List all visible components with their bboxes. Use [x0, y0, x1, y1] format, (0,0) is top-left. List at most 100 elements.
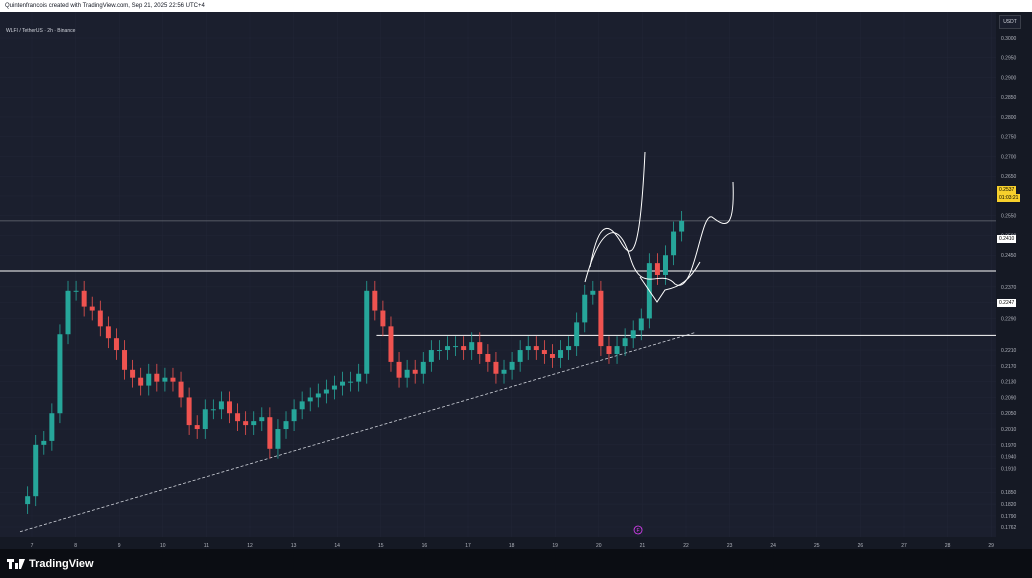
candle-body	[267, 417, 273, 449]
candle-body	[461, 346, 467, 351]
time-tick-label: 23	[727, 543, 733, 549]
price-tick-label: 0.2850	[1001, 95, 1017, 101]
price-tick-label: 0.1940	[1001, 455, 1017, 461]
time-tick-label: 7	[31, 543, 34, 549]
price-tick-label: 0.2550	[1001, 214, 1017, 220]
price-tick-label: 0.2090	[1001, 395, 1017, 401]
tradingview-logo-icon	[7, 558, 25, 569]
candle-body	[340, 381, 346, 386]
countdown-tag: 01:03:21	[997, 194, 1021, 202]
candle-body	[218, 401, 224, 410]
attribution-text: Quintenfrancois created with TradingView…	[5, 3, 205, 9]
attribution-bar: Quintenfrancois created with TradingView…	[0, 0, 1032, 12]
footer-bar: TradingView	[0, 549, 1032, 578]
time-axis[interactable]: 7 8 9 10 11 12 13 14 15 16 17 18 19 20 21 22 23 24 25 26 27 2…	[0, 537, 1032, 549]
time-tick-label: 20	[596, 543, 602, 549]
event-marker-label: F	[637, 528, 640, 534]
candle-body	[73, 290, 79, 292]
candle-body	[178, 381, 184, 398]
price-axis-labels: 0.3000 0.2950 0.2900 0.2850 0.2800 0.2750 0.27…	[1001, 36, 1017, 531]
price-tick-label: 0.1970	[1001, 443, 1017, 449]
candle-body	[170, 377, 176, 382]
current-price-tag: 0.2537	[997, 186, 1017, 194]
candle-body	[122, 350, 128, 370]
candle-body	[444, 346, 450, 351]
price-tick-label: 0.2700	[1001, 154, 1017, 160]
time-tick-label: 9	[118, 543, 121, 549]
candle-body	[380, 310, 386, 327]
candle-body	[598, 290, 604, 347]
price-tick-label: 0.2800	[1001, 115, 1017, 121]
price-tick-label: 0.3000	[1001, 36, 1017, 42]
time-tick-label: 12	[247, 543, 253, 549]
ascending-trendline	[19, 331, 697, 533]
candle-body	[315, 393, 321, 398]
earnings-event-icon	[633, 525, 643, 535]
price-tick-label: 0.2900	[1001, 75, 1017, 81]
price-tick-label: 0.1910	[1001, 467, 1017, 473]
time-tick-label: 27	[901, 543, 907, 549]
support-price-tag: 0.2247	[997, 299, 1017, 307]
candle-body	[283, 421, 289, 430]
time-tick-label: 18	[509, 543, 515, 549]
candle-body	[25, 496, 31, 505]
candle-body	[404, 369, 410, 378]
chart-pane[interactable]: F WLFI / TetherUS · 2h · Binance	[0, 12, 997, 537]
candle-body	[420, 361, 426, 374]
candle-body	[81, 290, 87, 307]
candle-body	[41, 440, 47, 445]
candle-body	[436, 350, 442, 352]
price-chart[interactable]: F	[0, 12, 996, 537]
time-tick-label: 24	[770, 543, 776, 549]
time-tick-label: 29	[988, 543, 994, 549]
price-tick-label: 0.1790	[1001, 514, 1017, 520]
candle-body	[558, 350, 564, 358]
time-tick-label: 25	[814, 543, 820, 549]
price-tick-label: 0.1820	[1001, 502, 1017, 508]
candle-body	[243, 421, 249, 426]
time-tick-label: 10	[160, 543, 166, 549]
price-tick-label: 0.2050	[1001, 411, 1017, 417]
candle-body	[485, 353, 491, 362]
candle-body	[299, 401, 305, 410]
candle-body	[105, 326, 111, 339]
tradingview-logo[interactable]: TradingView	[0, 558, 94, 570]
candle-body	[154, 373, 160, 382]
candle-body	[428, 350, 434, 362]
price-tick-label: 0.2290	[1001, 316, 1017, 322]
time-tick-label: 28	[945, 543, 951, 549]
price-tick-label: 0.2950	[1001, 56, 1017, 62]
candle-body	[549, 353, 555, 358]
candle-body	[412, 369, 418, 374]
time-tick-label: 22	[683, 543, 689, 549]
price-axis[interactable]: 0.3000 0.2950 0.2900 0.2850 0.2800 0.2750 0.27…	[996, 12, 1032, 537]
projection-path-2	[584, 181, 734, 286]
projection-path-1	[589, 151, 646, 268]
candle-body	[582, 294, 588, 323]
brand-name: TradingView	[29, 557, 94, 570]
candle-body	[493, 361, 499, 374]
candle-body	[671, 231, 677, 256]
price-tick-label: 0.2210	[1001, 348, 1017, 354]
time-tick-label: 26	[858, 543, 864, 549]
candle-body	[541, 350, 547, 354]
candle-body	[614, 346, 620, 354]
candle-body	[186, 397, 192, 426]
candle-body	[622, 338, 628, 347]
candle-body	[194, 425, 200, 430]
candle-body	[146, 373, 152, 386]
candle-body	[477, 342, 483, 354]
candle-body	[679, 220, 685, 232]
candle-body	[654, 263, 660, 275]
candle-body	[662, 255, 668, 275]
candle-body	[259, 417, 265, 422]
candle-body	[323, 389, 329, 394]
candle-body	[162, 377, 168, 382]
candle-body	[533, 346, 539, 351]
candle-body	[372, 290, 378, 311]
currency-label[interactable]: USDT	[999, 15, 1021, 29]
price-tick-label: 0.2010	[1001, 427, 1017, 433]
candle-body	[251, 421, 257, 426]
candle-body	[525, 346, 531, 351]
time-tick-label: 13	[291, 543, 297, 549]
